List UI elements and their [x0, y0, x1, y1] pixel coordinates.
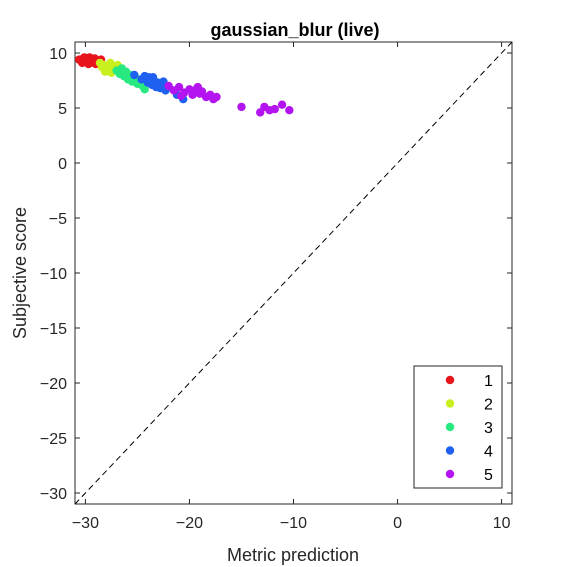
data-point-series-4	[130, 70, 139, 80]
y-tick-label: −15	[40, 321, 67, 338]
data-point-series-3	[140, 85, 149, 94]
reference-line-group	[74, 41, 513, 505]
y-tick-label: 0	[58, 156, 67, 173]
legend-box	[413, 365, 503, 489]
data-point-series-5	[174, 82, 184, 92]
y-tick-label: −5	[49, 211, 67, 228]
legend-label-1: 1	[484, 373, 493, 390]
y-tick-label: −25	[40, 431, 67, 448]
legend-label-2: 2	[484, 397, 493, 414]
data-point-series-5	[212, 92, 221, 102]
data-point-series-2	[97, 63, 107, 72]
legend-label-5: 5	[484, 467, 493, 484]
legend-marker-5	[445, 469, 455, 479]
x-tick-label: 0	[393, 515, 402, 532]
data-point-series-5	[285, 106, 294, 115]
y-tick-label: −30	[40, 486, 67, 503]
x-tick-label: −30	[72, 515, 99, 532]
legend-label-3: 3	[484, 420, 493, 437]
x-tick-label: −10	[280, 515, 307, 532]
data-point-series-2	[105, 66, 114, 75]
legend-marker-4	[445, 446, 455, 455]
legend-marker-1	[445, 375, 455, 385]
y-tick-label: 5	[58, 101, 67, 118]
data-point-series-5	[195, 89, 205, 98]
x-axis-label: Metric prediction	[227, 545, 359, 565]
legend-label-4: 4	[484, 444, 493, 461]
y-tick-label: −20	[40, 376, 67, 393]
y-axis-ticks: 10 5 0 −5 −10 −15 −20 −25 −30	[40, 46, 512, 503]
chart-title: gaussian_blur (live)	[210, 20, 379, 40]
data-points	[74, 53, 294, 117]
data-point-series-4	[148, 73, 158, 82]
legend-marker-2	[445, 399, 455, 408]
data-point-series-5	[176, 91, 186, 101]
legend-marker-3	[445, 422, 455, 432]
data-point-series-1	[84, 59, 93, 69]
data-point-series-3	[122, 71, 132, 81]
y-tick-label: −10	[40, 266, 67, 283]
legend: 1 2 3 4 5	[413, 365, 503, 489]
x-tick-label: −20	[176, 515, 203, 532]
x-axis-ticks: −30 −20 −10 0 10	[72, 42, 511, 532]
data-point-series-5	[277, 100, 287, 109]
data-point-series-5	[237, 102, 246, 112]
data-point-series-5	[270, 104, 279, 114]
y-tick-label: 10	[49, 46, 67, 63]
y-axis-label: Subjective score	[10, 207, 30, 339]
data-point-series-1	[78, 58, 87, 68]
reference-line	[74, 41, 513, 505]
x-tick-label: 10	[493, 515, 511, 532]
